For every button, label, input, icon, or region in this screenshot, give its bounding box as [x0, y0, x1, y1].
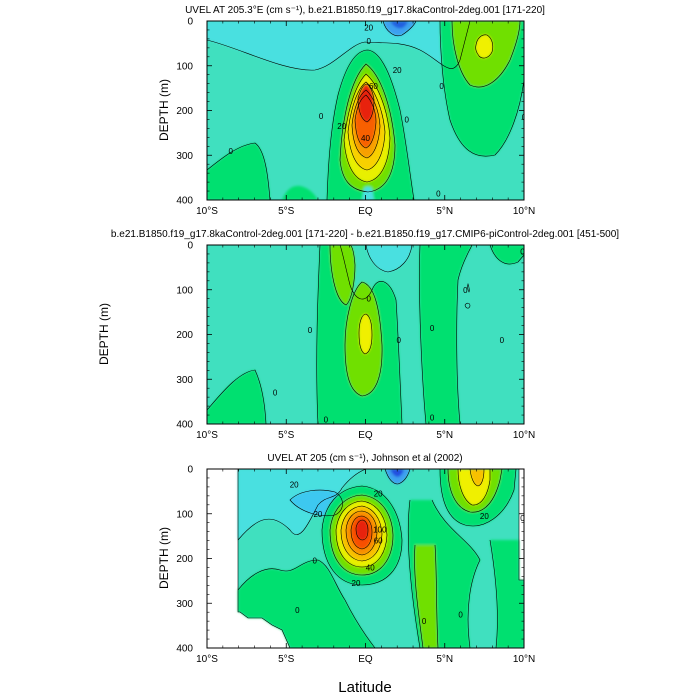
panel-2-contour-label: 0	[273, 389, 278, 398]
panel-3-ylabel: DEPTH (m)	[157, 527, 171, 589]
panel-1-contour-label: 60	[369, 82, 378, 91]
panel-2-y-tick-label: 400	[176, 420, 193, 431]
panel-3-x-tick-label: 5°N	[436, 654, 453, 665]
panel-3-y-tick-label: 400	[176, 644, 193, 655]
panel-2-x-tick-label: EQ	[358, 430, 373, 441]
panel-2: b.e21.B1850.f19_g17.8kaControl-2deg.001 …	[97, 229, 619, 441]
panel-1-x-tick-label: 5°N	[436, 206, 453, 217]
panel-1-contour-field: 20 0 60 20 20 40 0 0 0 0 0 0	[207, 21, 527, 200]
panel-3-contour-label: 20	[374, 490, 383, 499]
panel-2-contour-label: 0	[366, 295, 371, 304]
panel-3-contour-label: 40	[366, 563, 375, 572]
panel-1-x-tick-label: EQ	[358, 206, 373, 217]
panel-3-contour-label: 20	[290, 481, 299, 490]
panel-3-contour-label: 20	[480, 512, 489, 521]
panel-2-y-tick-label: 0	[187, 241, 193, 252]
panel-2-contour-label: 0	[430, 413, 435, 422]
panel-1-contour-label: 0	[366, 37, 371, 46]
panel-1-contour-labels: 20 0 60 20 20 40 0 0 0 0 0 0	[229, 24, 527, 199]
panel-1-contour-lines	[207, 21, 524, 200]
panel-2-contour-label: 0	[430, 324, 435, 333]
panel-1-title: UVEL AT 205.3°E (cm s⁻¹), b.e21.B1850.f1…	[185, 5, 545, 16]
panel-2-title: b.e21.B1850.f19_g17.8kaControl-2deg.001 …	[111, 229, 619, 240]
panel-2-y-tick-label: 200	[176, 330, 193, 341]
panel-2-x-tick-label: 5°S	[278, 430, 295, 441]
panel-1-contour-label: 0	[439, 82, 444, 91]
panel-1-y-tick-label: 200	[176, 106, 193, 117]
panel-1-x-tick-label: 5°S	[278, 206, 295, 217]
panel-3-y-tick-label: 300	[176, 599, 193, 610]
panel-1-y-tick-label: 400	[176, 196, 193, 207]
panel-2-x-tick-label: 10°N	[513, 430, 535, 441]
panel-3-contour-label: 60	[374, 537, 383, 546]
panel-2-contour-lines	[207, 245, 524, 424]
panel-3-contour-field: 20 20 20 100 60 40 20 0 0 20 0 0 0	[207, 469, 525, 648]
panel-1-ylabel: DEPTH (m)	[157, 79, 171, 141]
panel-3-contour-label: 0	[295, 606, 300, 615]
panel-1-contour-label: 40	[361, 134, 370, 143]
panel-3-contour-lines	[237, 469, 524, 648]
panel-3-contour-label: 20	[313, 510, 322, 519]
panel-3: UVEL AT 205 (cm s⁻¹), Johnson et al (200…	[157, 453, 535, 665]
panel-3-title: UVEL AT 205 (cm s⁻¹), Johnson et al (200…	[267, 453, 462, 464]
panel-2-contour-label: 0	[308, 326, 313, 335]
panel-3-contour-label: 20	[352, 579, 361, 588]
panel-3-contour-label: 0	[458, 610, 463, 619]
panel-1-contour-label: 20	[393, 66, 402, 75]
panel-1-x-tick-label: 10°S	[196, 206, 218, 217]
panel-1-y-tick-label: 300	[176, 151, 193, 162]
panel-1-x-tick-label: 10°N	[513, 206, 535, 217]
panel-2-y-tick-label: 100	[176, 285, 193, 296]
panel-3-x-tick-label: 5°S	[278, 654, 295, 665]
panel-3-y-tick-label: 200	[176, 554, 193, 565]
panel-1: UVEL AT 205.3°E (cm s⁻¹), b.e21.B1850.f1…	[157, 5, 545, 217]
panel-3-x-tick-label: EQ	[358, 654, 373, 665]
panel-3-y-tick-label: 0	[187, 465, 193, 476]
panel-2-x-tick-label: 10°S	[196, 430, 218, 441]
panel-2-axes: 10°S 5°S EQ 5°N 10°N 0 100 200 300 400	[176, 241, 535, 442]
panel-3-contour-label: 0	[520, 514, 525, 523]
panel-3-x-tick-label: 10°N	[513, 654, 535, 665]
panel-1-contour-label: 0	[436, 189, 441, 198]
panel-2-ylabel: DEPTH (m)	[97, 303, 111, 365]
panel-1-contour-label: 0	[404, 115, 409, 124]
panel-3-y-tick-label: 100	[176, 509, 193, 520]
panel-2-contour-field: 0 0 0 0 0 0 0 0 0 0	[207, 245, 525, 425]
panel-1-contour-label: 20	[364, 24, 373, 33]
panel-2-x-tick-label: 5°N	[436, 430, 453, 441]
panel-3-x-tick-label: 10°S	[196, 654, 218, 665]
panel-1-contour-label: 0	[229, 147, 234, 156]
x-axis-label: Latitude	[338, 679, 391, 696]
panel-2-contour-label: 0	[463, 286, 468, 295]
panel-2-contour-label: 0	[324, 416, 329, 425]
panel-2-contour-labels: 0 0 0 0 0 0 0 0 0 0	[273, 248, 525, 425]
panel-3-contour-labels: 20 20 20 100 60 40 20 0 0 20 0 0 0	[290, 481, 525, 626]
panel-2-contour-label: 0	[397, 336, 402, 345]
panel-1-contour-label: 0	[319, 112, 324, 121]
panel-3-contour-label: 0	[313, 557, 318, 566]
panel-1-y-tick-label: 100	[176, 61, 193, 72]
panel-1-contour-label: 0	[522, 113, 527, 122]
panel-1-y-tick-label: 0	[187, 17, 193, 28]
panel-2-contour-label: 0	[520, 248, 525, 257]
panel-3-contour-label: 0	[422, 617, 427, 626]
panel-3-contour-label: 100	[373, 525, 387, 534]
panel-2-contour-label: 0	[500, 336, 505, 345]
panel-2-y-tick-label: 300	[176, 375, 193, 386]
panel-1-contour-label: 20	[337, 122, 346, 131]
